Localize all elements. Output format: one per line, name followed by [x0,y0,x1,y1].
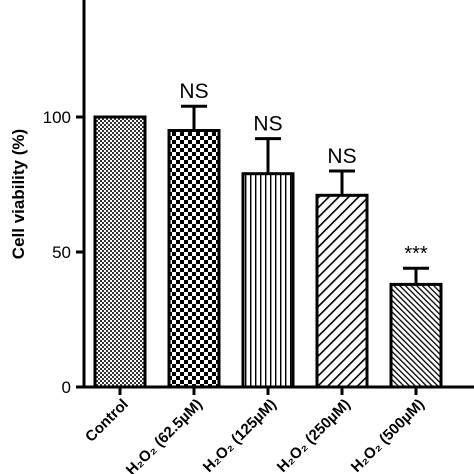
significance-label: NS [253,113,282,136]
significance-label: *** [404,243,428,265]
bars: NS NS NS *** [93,80,443,389]
y-tick-label: 50 [52,243,71,262]
bar [93,115,147,389]
y-tick-label: 100 [43,108,71,127]
bar [241,172,295,389]
y-tick-label: 0 [62,378,71,397]
bar [167,129,221,389]
x-tick-label: H₂O₂ (500µM) [348,396,428,474]
significance-label: NS [179,80,208,103]
x-tick-label: H₂O₂ (250µM) [274,396,354,474]
x-tick-label: Control [82,396,132,446]
bar [389,282,443,389]
x-tick-label: H₂O₂ (62.5µM) [123,396,206,474]
significance-label: NS [327,145,356,168]
x-tick-label: H₂O₂ (125µM) [200,396,280,474]
bar [315,193,369,389]
y-axis-label: Cell viability (%) [9,129,28,259]
y-ticks: 0 50 100 [43,108,84,397]
